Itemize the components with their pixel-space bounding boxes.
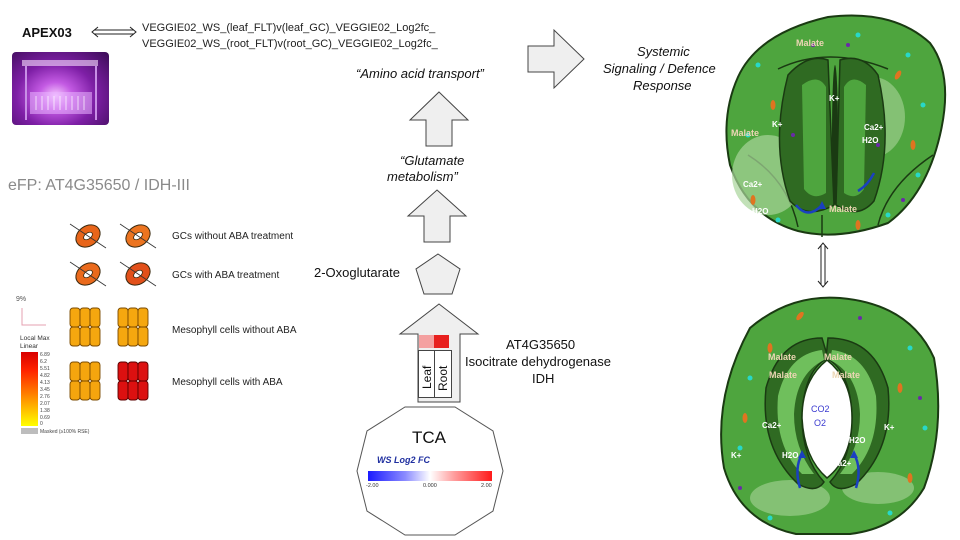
up-arrow-glutamate: [408, 91, 470, 147]
signaling-line-2: Signaling / Defence: [603, 61, 716, 76]
oxoglutarate-label: 2-Oxoglutarate: [314, 265, 400, 280]
bottom-malate-2: Malate: [824, 352, 853, 362]
up-arrow-oxoglutarate: [406, 189, 468, 243]
legend-header-max: Local Max: [20, 335, 50, 342]
root-box: [434, 350, 452, 398]
bottom-k-ion-2: K+: [884, 423, 895, 432]
legend-tick: 4.13: [40, 380, 50, 386]
tca-label: TCA: [412, 428, 446, 447]
glutamate-label-1: “Glutamate: [400, 153, 465, 168]
vertical-double-arrow-icon: [817, 242, 829, 288]
gene-name-label: Isocitrate dehydrogenase: [465, 354, 611, 369]
fc-min-tick: -2.00: [366, 483, 379, 489]
double-arrow-icon: [91, 26, 137, 38]
stomata-closed-illustration: [720, 296, 940, 535]
bottom-malate-4: Malate: [832, 370, 861, 380]
growth-chamber-illustration: [22, 60, 98, 120]
legend-tick: 3.45: [40, 387, 50, 393]
efp-percent: 9%: [16, 296, 27, 303]
right-arrow-to-signaling: [527, 28, 585, 90]
top-ca-ion-1: Ca2+: [743, 180, 763, 189]
bottom-ca-ion-1: Ca2+: [762, 421, 782, 430]
top-malate-2: Malate: [731, 128, 760, 138]
legend-masked-label: Masked (≥100% RSE): [40, 429, 90, 435]
legend-tick: 0.69: [40, 415, 50, 421]
efp-row-mesophyll-no-aba: Mesophyll cells without ABA: [172, 325, 297, 336]
legend-tick: 6.2: [40, 359, 47, 365]
bottom-malate-3: Malate: [769, 370, 798, 380]
o2-label: O2: [814, 418, 827, 428]
stomata-open-illustration: [725, 14, 947, 237]
top-k-ion-2: K+: [829, 94, 840, 103]
legend-tick: 0: [40, 421, 43, 427]
efp-row-gc-no-aba: GCs without ABA treatment: [172, 231, 294, 242]
fc-color-scale: [368, 471, 492, 481]
root-label: Root: [436, 365, 450, 391]
legend-tick: 2.07: [40, 401, 50, 407]
efp-row-gc-aba: GCs with ABA treatment: [172, 270, 280, 281]
efp-title: eFP: AT4G35650 / IDH-III: [8, 177, 190, 194]
fc-max-tick: 2.00: [481, 483, 492, 489]
leaf-label: Leaf: [420, 365, 434, 389]
gc-no-aba-icons: [69, 223, 157, 249]
growth-chamber-photo: [12, 52, 109, 125]
oxoglutarate-pentagon: [415, 253, 461, 295]
efp-color-legend: [21, 352, 38, 426]
efp-percent-bracket: [21, 308, 46, 326]
apex-label: APEX03: [22, 25, 72, 40]
signaling-line-1: Systemic: [637, 44, 690, 59]
bottom-h2o-2: H2O: [849, 436, 866, 445]
legend-tick: 1.38: [40, 408, 50, 414]
root-expression-swatch: [434, 335, 449, 348]
legend-tick: 6.89: [40, 352, 50, 358]
top-malate-1: Malate: [796, 38, 825, 48]
top-ca-ion-2: Ca2+: [864, 123, 884, 132]
fc-mid-tick: 0.000: [423, 483, 437, 489]
amino-acid-transport-label: “Amino acid transport”: [356, 66, 484, 81]
legend-header-linear: Linear: [20, 343, 39, 350]
co2-label: CO2: [811, 404, 830, 414]
legend-tick: 2.76: [40, 394, 50, 400]
top-h2o-1: H2O: [752, 207, 769, 216]
bottom-ca-ion-2: Ca2+: [832, 459, 852, 468]
veggie-root-comparison: VEGGIE02_WS_(root_FLT)v(root_GC)_VEGGIE0…: [142, 38, 438, 50]
bottom-k-ion-1: K+: [731, 451, 742, 460]
leaf-expression-swatch: [419, 335, 434, 348]
bottom-h2o-1: H2O: [782, 451, 799, 460]
top-k-ion-1: K+: [772, 120, 783, 129]
top-h2o-2: H2O: [862, 136, 879, 145]
signaling-line-3: Response: [633, 78, 692, 93]
gc-aba-icons: [69, 261, 157, 287]
gene-id-label: AT4G35650: [506, 337, 576, 352]
gene-symbol-label: IDH: [532, 371, 555, 386]
veggie-leaf-comparison: VEGGIE02_WS_(leaf_FLT)v(leaf_GC)_VEGGIE0…: [142, 22, 436, 34]
legend-tick: 4.82: [40, 373, 50, 379]
mesophyll-no-aba-icons: [69, 307, 149, 347]
legend-masked-swatch: [21, 428, 38, 434]
efp-row-mesophyll-aba: Mesophyll cells with ABA: [172, 377, 283, 388]
bottom-malate-1: Malate: [768, 352, 797, 362]
top-malate-3: Malate: [829, 204, 858, 214]
mesophyll-aba-icons: [69, 361, 149, 401]
glutamate-label-2: metabolism”: [387, 169, 458, 184]
fc-scale-title: WS Log2 FC: [377, 455, 430, 465]
legend-tick: 5.51: [40, 366, 50, 372]
